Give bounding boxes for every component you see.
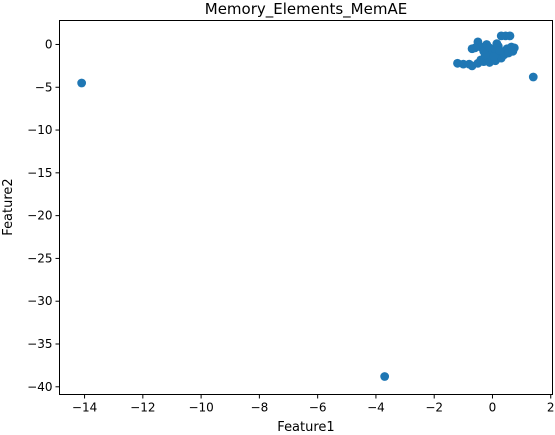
x-tick-label: −12 bbox=[130, 401, 155, 415]
y-tick-label: −30 bbox=[27, 294, 52, 308]
x-tick-label: 2 bbox=[547, 401, 555, 415]
chart-title: Memory_Elements_MemAE bbox=[205, 0, 407, 19]
x-tick-label: −2 bbox=[425, 401, 443, 415]
x-tick-label: −14 bbox=[72, 401, 97, 415]
data-point bbox=[480, 50, 490, 60]
x-tick-label: 0 bbox=[489, 401, 497, 415]
y-axis-label: Feature2 bbox=[1, 178, 16, 235]
y-tick-label: −35 bbox=[27, 337, 52, 351]
x-tick-label: −4 bbox=[367, 401, 385, 415]
plot-area bbox=[59, 20, 553, 395]
x-tick-label: −8 bbox=[251, 401, 269, 415]
y-tick-label: −10 bbox=[27, 123, 52, 137]
y-tick-label: −15 bbox=[27, 166, 52, 180]
y-tick-label: 0 bbox=[45, 37, 53, 51]
y-tick-label: −40 bbox=[27, 380, 52, 394]
x-axis-label: Feature1 bbox=[277, 420, 334, 435]
data-point bbox=[505, 31, 515, 41]
data-point bbox=[380, 372, 390, 381]
data-point bbox=[509, 43, 519, 53]
x-tick-label: −6 bbox=[309, 401, 327, 415]
x-tick-label: −10 bbox=[188, 401, 213, 415]
data-point bbox=[489, 52, 499, 61]
data-point bbox=[495, 46, 505, 55]
data-point bbox=[492, 39, 502, 49]
y-tick-label: −5 bbox=[35, 80, 53, 94]
y-tick-label: −25 bbox=[27, 251, 52, 265]
data-point bbox=[470, 43, 480, 53]
data-point bbox=[528, 72, 538, 82]
data-point bbox=[77, 78, 87, 88]
y-tick-label: −20 bbox=[27, 209, 52, 223]
